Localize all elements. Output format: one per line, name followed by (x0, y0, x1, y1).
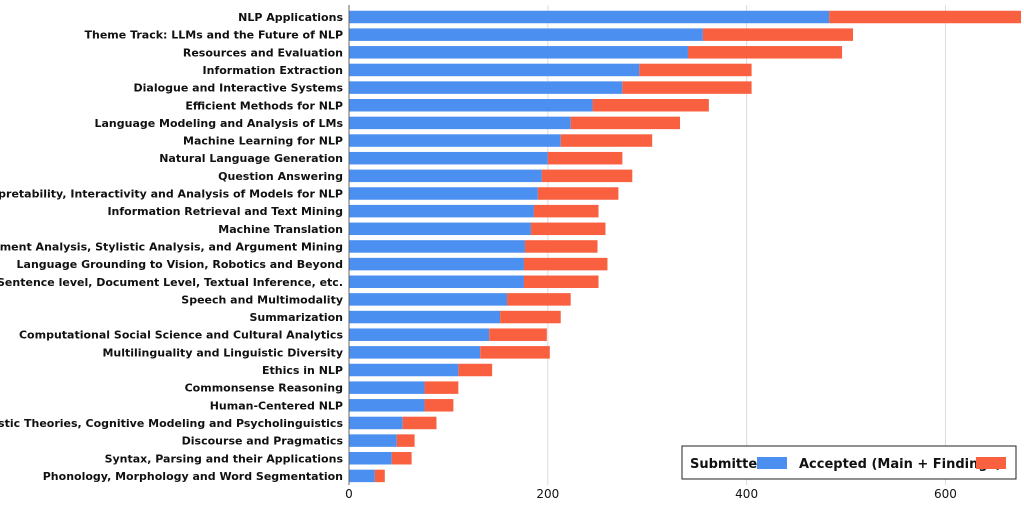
category-label: Syntax, Parsing and their Applications (105, 452, 344, 465)
bar-submitted (349, 328, 490, 341)
bar-submitted (349, 346, 481, 359)
bar-accepted (547, 151, 623, 165)
bar-submitted (349, 452, 392, 465)
bar-accepted (537, 187, 619, 200)
legend: Submitted Accepted (Main + Findings) (681, 445, 1017, 480)
bar-submitted (349, 169, 542, 183)
legend-swatch-accepted (976, 457, 1006, 469)
category-label: Machine Translation (218, 223, 343, 236)
category-label: Machine Learning for NLP (183, 135, 343, 148)
bar-submitted (349, 381, 425, 394)
bar-accepted (530, 222, 606, 236)
bar-submitted (349, 293, 508, 306)
bar-accepted (541, 169, 633, 183)
x-tick-label: 600 (934, 487, 957, 501)
category-label: Information Extraction (203, 64, 343, 77)
category-label: Language Modeling and Analysis of LMs (94, 117, 343, 130)
bar-accepted (687, 46, 843, 59)
bar-accepted (533, 204, 599, 218)
bar-submitted (349, 204, 534, 218)
x-tick-label: 200 (536, 487, 559, 501)
bar-accepted (458, 363, 493, 377)
category-label: Interpretability, Interactivity and Anal… (0, 188, 343, 201)
bar-submitted (349, 275, 524, 288)
bar-submitted (349, 46, 688, 59)
category-label: Sentiment Analysis, Stylistic Analysis, … (0, 240, 343, 253)
bar-submitted (349, 28, 703, 41)
category-label: Discourse and Pragmatics (182, 435, 344, 448)
bar-accepted (480, 346, 550, 359)
bar-accepted (702, 28, 853, 41)
category-label: Information Retrieval and Text Mining (107, 205, 343, 218)
bar-accepted (374, 469, 385, 483)
category-label: Language Grounding to Vision, Robotics a… (17, 258, 343, 271)
bar-accepted (507, 293, 571, 306)
bar-accepted (592, 99, 709, 112)
bar-accepted (396, 434, 415, 447)
bar-submitted (349, 10, 830, 24)
legend-box (681, 445, 1017, 480)
bar-submitted (349, 222, 531, 236)
bar-submitted (349, 99, 593, 112)
bar-submitted (349, 363, 459, 377)
category-label: Computational Social Science and Cultura… (19, 329, 343, 342)
legend-label-submitted: Submitted (690, 457, 766, 472)
bar-submitted (349, 134, 561, 147)
bar-series (349, 10, 1021, 483)
category-label: Multilinguality and Linguistic Diversity (102, 346, 343, 359)
category-labels: NLP Applications Theme Track: LLMs and th… (0, 11, 343, 483)
x-tick-label: 400 (735, 487, 758, 501)
bar-submitted (349, 63, 640, 77)
bar-submitted (349, 151, 548, 165)
category-label: Question Answering (218, 170, 343, 183)
bar-submitted (349, 257, 524, 271)
bar-accepted (523, 257, 608, 271)
x-axis: 0 200 400 600 (345, 5, 957, 501)
bar-accepted (500, 310, 561, 324)
category-label: Resources and Evaluation (183, 46, 343, 59)
bar-accepted (829, 10, 1021, 24)
bar-submitted (349, 81, 623, 94)
category-label: Natural Language Generation (159, 152, 343, 165)
bar-accepted (524, 240, 598, 253)
category-label: Semantics: Lexical, Sentence level, Docu… (0, 276, 343, 289)
category-label: Dialogue and Interactive Systems (134, 82, 344, 95)
category-label: Ethics in NLP (262, 364, 343, 377)
category-label: Human-Centered NLP (210, 399, 343, 412)
bar-submitted (349, 310, 501, 324)
grid-lines (547, 5, 946, 485)
bar-submitted (349, 116, 571, 130)
bar-submitted (349, 469, 375, 483)
bar-accepted (523, 275, 599, 288)
bar-accepted (639, 63, 752, 77)
bar-accepted (402, 416, 437, 430)
legend-swatch-submitted (757, 457, 787, 469)
bar-accepted (489, 328, 547, 341)
bar-accepted (391, 452, 412, 465)
category-label: NLP Applications (238, 11, 343, 24)
category-label: Efficient Methods for NLP (185, 99, 343, 112)
bar-accepted (570, 116, 681, 130)
bar-submitted (349, 416, 403, 430)
category-label: Summarization (249, 311, 343, 324)
bar-accepted (424, 381, 459, 394)
category-label: Commonsense Reasoning (185, 382, 343, 395)
bar-submitted (349, 187, 538, 200)
category-label: Phonology, Morphology and Word Segmentat… (43, 470, 343, 483)
bar-accepted (424, 399, 454, 412)
category-label: Linguistic Theories, Cognitive Modeling … (0, 417, 343, 430)
bar-submitted (349, 399, 425, 412)
category-label: Speech and Multimodality (181, 293, 343, 306)
x-tick-label: 0 (345, 487, 353, 501)
bar-accepted (560, 134, 653, 147)
bar-accepted (622, 81, 752, 94)
bar-submitted (349, 240, 525, 253)
bar-submitted (349, 434, 397, 447)
category-label: Theme Track: LLMs and the Future of NLP (85, 29, 343, 42)
legend-label-accepted: Accepted (Main + Findings) (799, 457, 1001, 472)
